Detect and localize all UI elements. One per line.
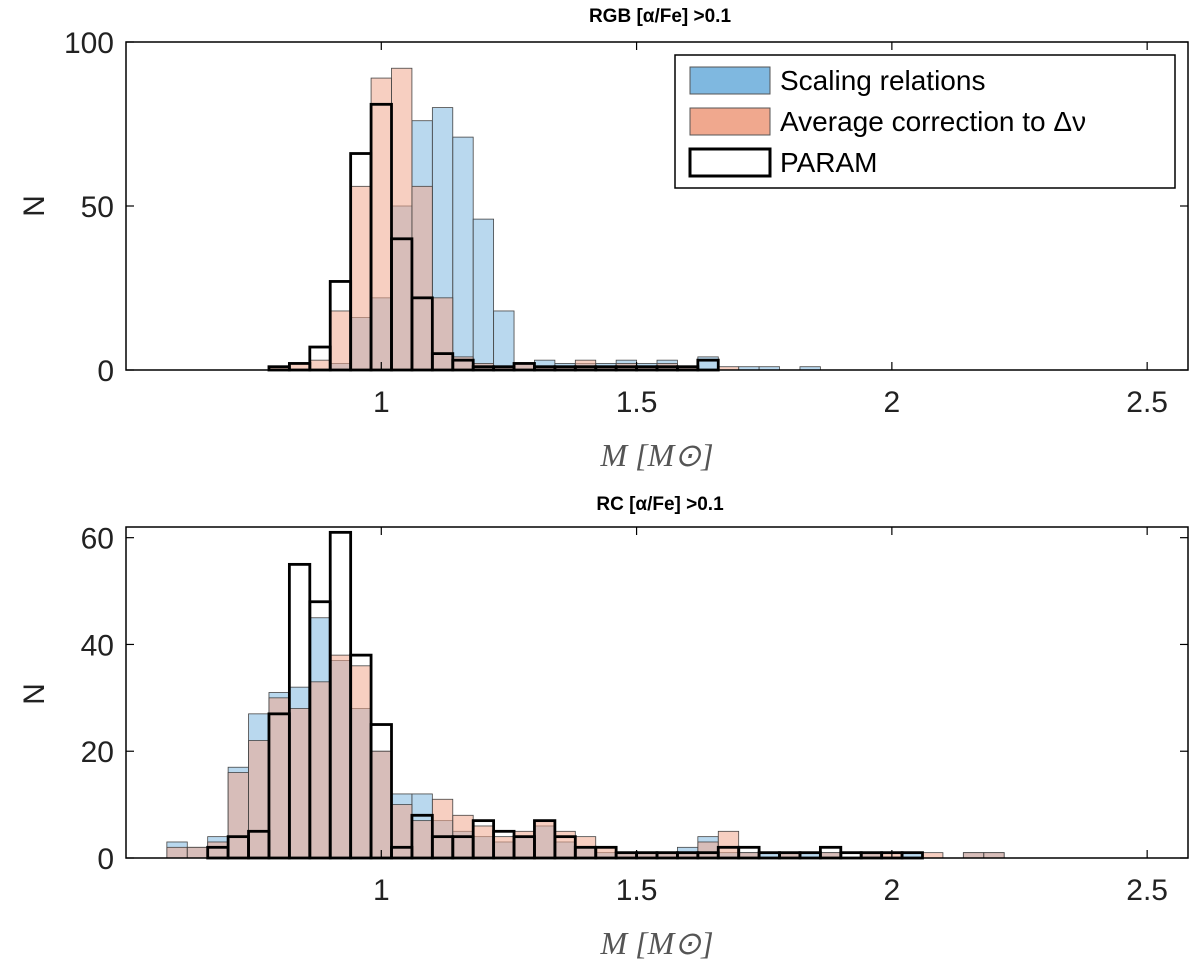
y-tick-label: 100 — [64, 27, 114, 60]
bar-average-correction-to — [411, 820, 433, 859]
bar-average-correction-to — [983, 852, 1005, 859]
x-tick-label: 2 — [884, 386, 901, 419]
y-axis-label: N — [18, 683, 51, 705]
y-tick-label: 50 — [81, 191, 114, 224]
bar-average-correction-to — [493, 836, 515, 859]
panel-title: RC [α/Fe] >0.1 — [596, 494, 724, 515]
bars-layer — [267, 67, 821, 372]
y-tick-label: 60 — [81, 523, 114, 556]
x-axis-label: M [M⊙] — [599, 437, 713, 473]
legend-swatch-avg — [689, 107, 771, 136]
bar-average-correction-to — [595, 846, 617, 859]
legend: Scaling relations Average correction to … — [674, 54, 1176, 189]
panel-title: RGB [α/Fe] >0.1 — [589, 6, 732, 27]
bar-average-correction-to — [922, 852, 944, 859]
bar-average-correction-to — [248, 740, 270, 859]
panel-rc: RC [α/Fe] >0.1 1 1.5 2 2.5 0 20 40 60 N M [M⊙] — [18, 494, 1189, 961]
bar-average-correction-to — [166, 846, 188, 859]
bar-average-correction-to — [350, 185, 372, 371]
bar-average-correction-to — [697, 841, 719, 859]
bar-average-correction-to — [227, 772, 249, 859]
bar-average-correction-to — [472, 825, 495, 859]
bar-average-correction-to — [431, 297, 454, 371]
plot-frame — [125, 526, 1189, 859]
bar-average-correction-to — [350, 665, 372, 859]
bar-average-correction-to — [186, 846, 209, 859]
x-tick-label: 2 — [884, 874, 901, 907]
x-axis-label: M [M⊙] — [599, 925, 713, 961]
legend-swatch-scaling — [689, 66, 771, 95]
ticks-layer: 1 1.5 2 2.5 0 20 40 60 — [81, 523, 1188, 907]
bar-average-correction-to — [309, 359, 331, 371]
x-tick-label: 1.5 — [616, 874, 658, 907]
bar-scaling-relations — [493, 310, 515, 371]
bar-scaling-relations — [472, 218, 495, 371]
bar-average-correction-to — [717, 830, 740, 859]
bar-average-correction-to — [411, 185, 433, 371]
bar-average-correction-to — [431, 798, 454, 859]
x-tick-label: 2.5 — [1126, 386, 1168, 419]
x-tick-label: 1 — [373, 874, 390, 907]
bar-param — [839, 851, 863, 860]
x-tick-label: 1.5 — [616, 386, 658, 419]
bar-average-correction-to — [962, 852, 985, 859]
legend-label-scaling: Scaling relations — [780, 65, 985, 96]
legend-swatch-param — [688, 147, 772, 178]
legend-label-avg: Average correction to Δν — [780, 106, 1086, 137]
y-tick-label: 40 — [81, 629, 114, 662]
bar-average-correction-to — [370, 77, 392, 371]
ticks-layer: 1 1.5 2 2.5 0 50 100 — [64, 27, 1188, 419]
x-tick-label: 2.5 — [1126, 874, 1168, 907]
bars-layer — [166, 530, 1005, 860]
bar-average-correction-to — [207, 841, 229, 859]
bar-average-correction-to — [370, 750, 392, 859]
bar-average-correction-to — [534, 820, 556, 859]
x-tick-label: 1 — [373, 386, 390, 419]
y-tick-label: 20 — [81, 736, 114, 769]
bar-average-correction-to — [268, 697, 290, 859]
bar-average-correction-to — [391, 804, 413, 859]
bar-average-correction-to — [309, 681, 331, 859]
y-axis-label: N — [18, 195, 51, 217]
bar-average-correction-to — [391, 67, 413, 371]
bar-average-correction-to — [288, 708, 311, 859]
y-tick-label: 0 — [97, 355, 114, 388]
bar-average-correction-to — [574, 359, 597, 371]
bar-average-correction-to — [329, 310, 352, 371]
bar-average-correction-to — [329, 654, 352, 859]
y-tick-label: 0 — [97, 843, 114, 876]
bar-scaling-relations — [452, 136, 474, 371]
legend-label-param: PARAM — [780, 147, 878, 178]
